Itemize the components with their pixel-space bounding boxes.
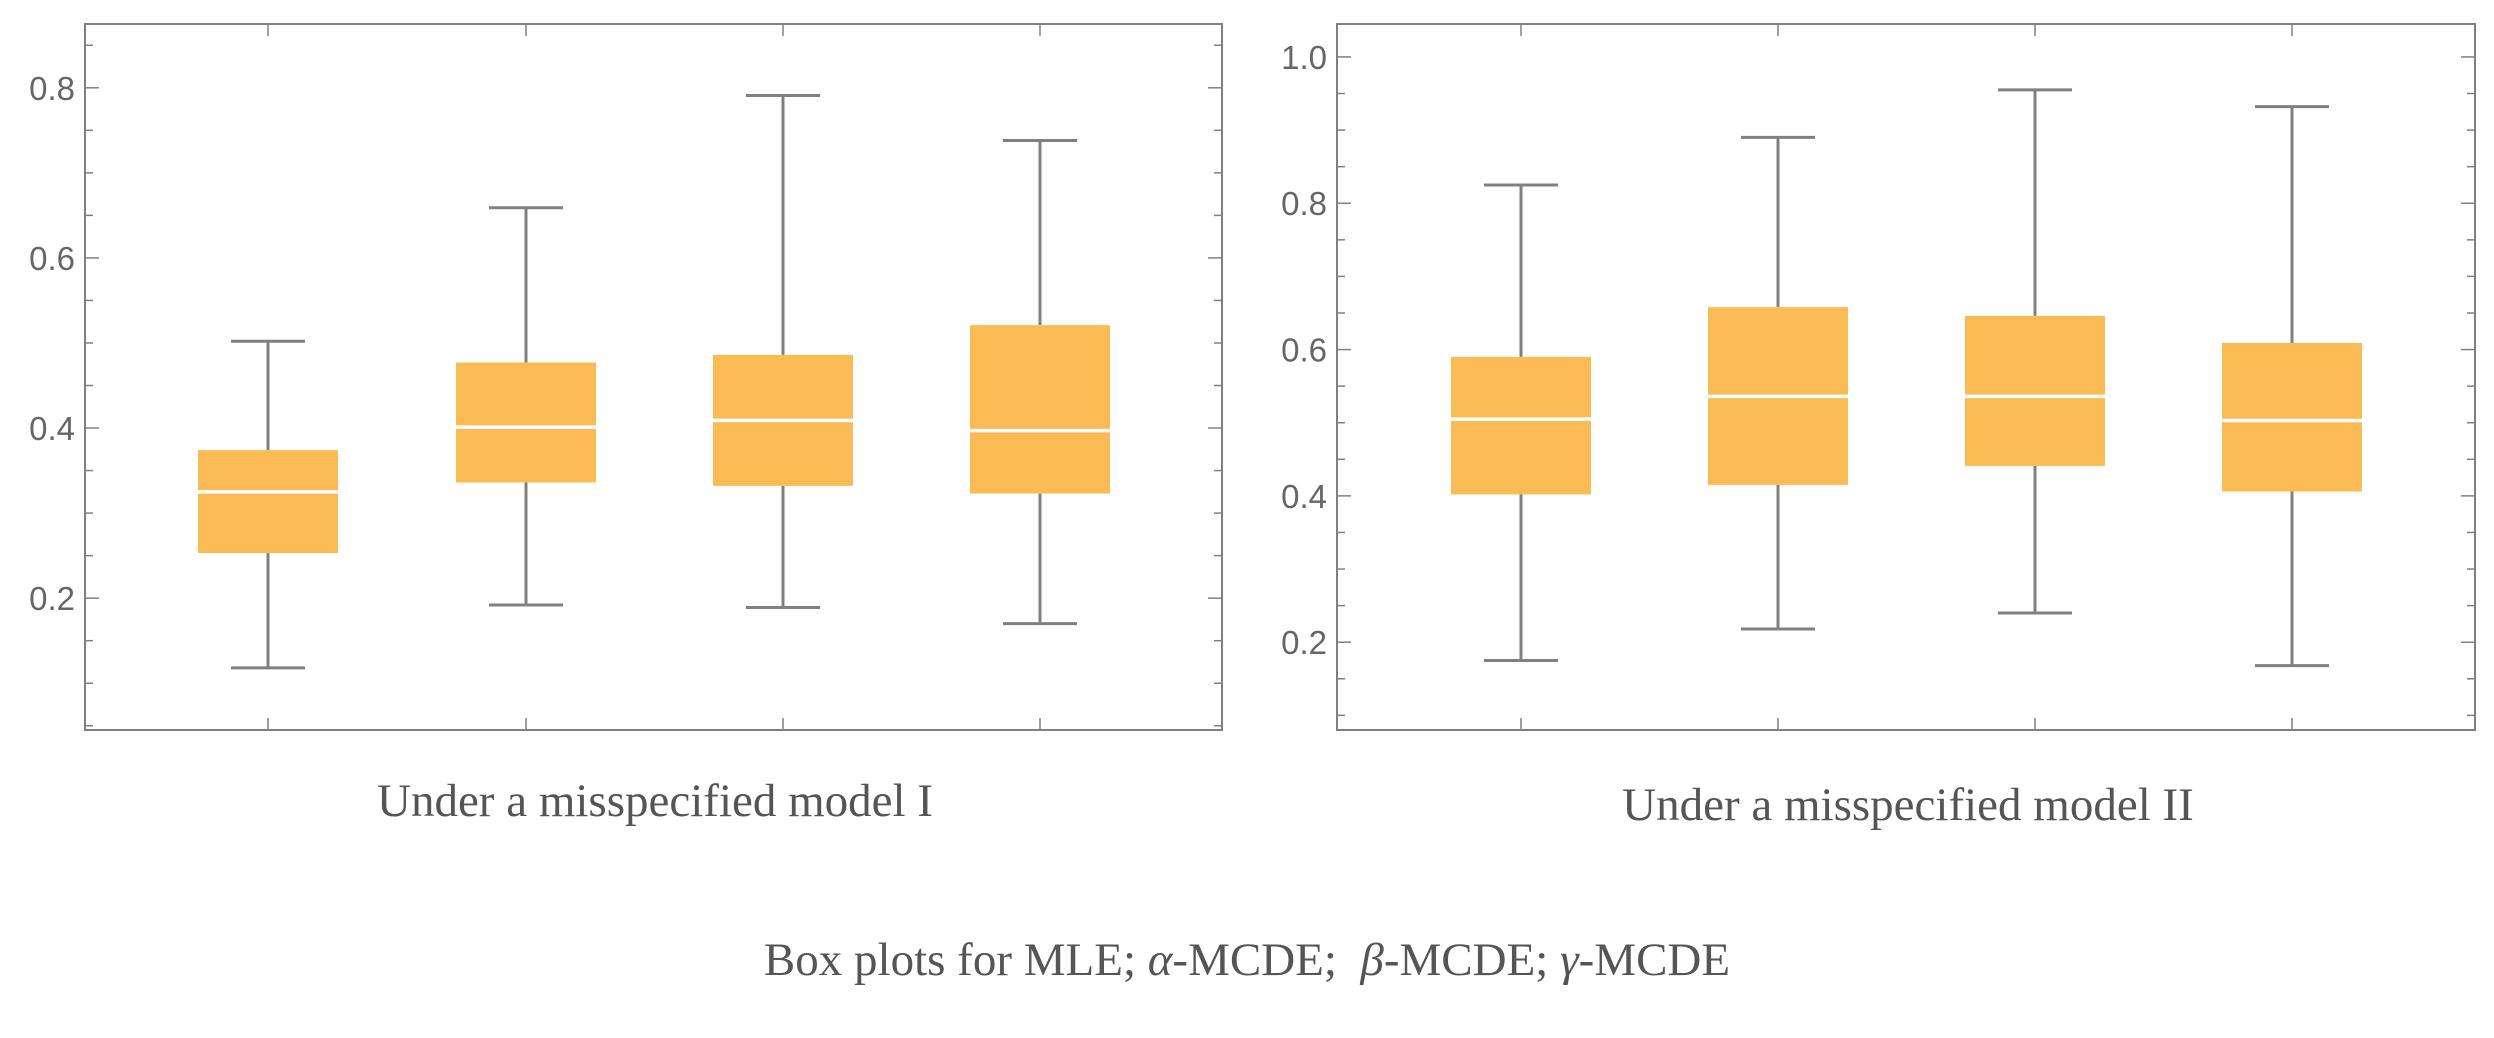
y-tick-label: 0.2 <box>1281 624 1327 661</box>
y-tick-label: 1.0 <box>1281 39 1327 76</box>
caption-gamma-suffix: -MCDE <box>1578 934 1731 986</box>
iqr-box <box>198 450 338 554</box>
box-2 <box>456 206 596 607</box>
box-4 <box>970 139 1110 626</box>
iqr-box <box>970 325 1110 494</box>
iqr-box <box>456 362 596 483</box>
y-tick-label: 0.4 <box>1281 478 1327 515</box>
y-tick-label: 0.8 <box>29 70 75 107</box>
caption-beta-suffix: -MCDE; <box>1383 934 1561 986</box>
box-1 <box>198 339 338 670</box>
box-3 <box>713 93 853 610</box>
panel-title-model-2: Under a misspecified model II <box>1622 779 2194 831</box>
y-tick-label: 0.4 <box>29 410 75 447</box>
iqr-box <box>1965 315 2105 466</box>
y-tick-label: 0.2 <box>29 580 75 617</box>
caption-alpha-suffix: -MCDE; <box>1172 934 1361 986</box>
y-tick-label: 0.6 <box>29 240 75 277</box>
panel-model-1: 0.2 0.4 0.6 0.8 <box>29 23 1223 731</box>
caption-gamma: γ <box>1560 934 1579 986</box>
box-4 <box>2222 105 2362 668</box>
caption-beta: β <box>1360 934 1384 986</box>
box-1 <box>1451 183 1591 662</box>
y-tick-label: 0.8 <box>1281 185 1327 222</box>
box-2 <box>1708 135 1848 631</box>
panel-title-model-1: Under a misspecified model I <box>377 775 933 827</box>
iqr-box <box>1451 356 1591 495</box>
plot-frame <box>84 23 1223 731</box>
iqr-box <box>2222 342 2362 492</box>
box-3 <box>1965 88 2105 615</box>
panel-model-2: 0.2 0.4 0.6 0.8 1.0 <box>1281 23 2476 731</box>
caption-alpha: α <box>1147 934 1173 986</box>
y-tick-label: 0.6 <box>1281 332 1327 369</box>
plot-frame <box>1336 23 2476 731</box>
figure-caption: Box plots for MLE; α-MCDE; β-MCDE; γ-MCD… <box>0 933 2494 987</box>
caption-prefix: Box plots for MLE; <box>763 934 1148 986</box>
